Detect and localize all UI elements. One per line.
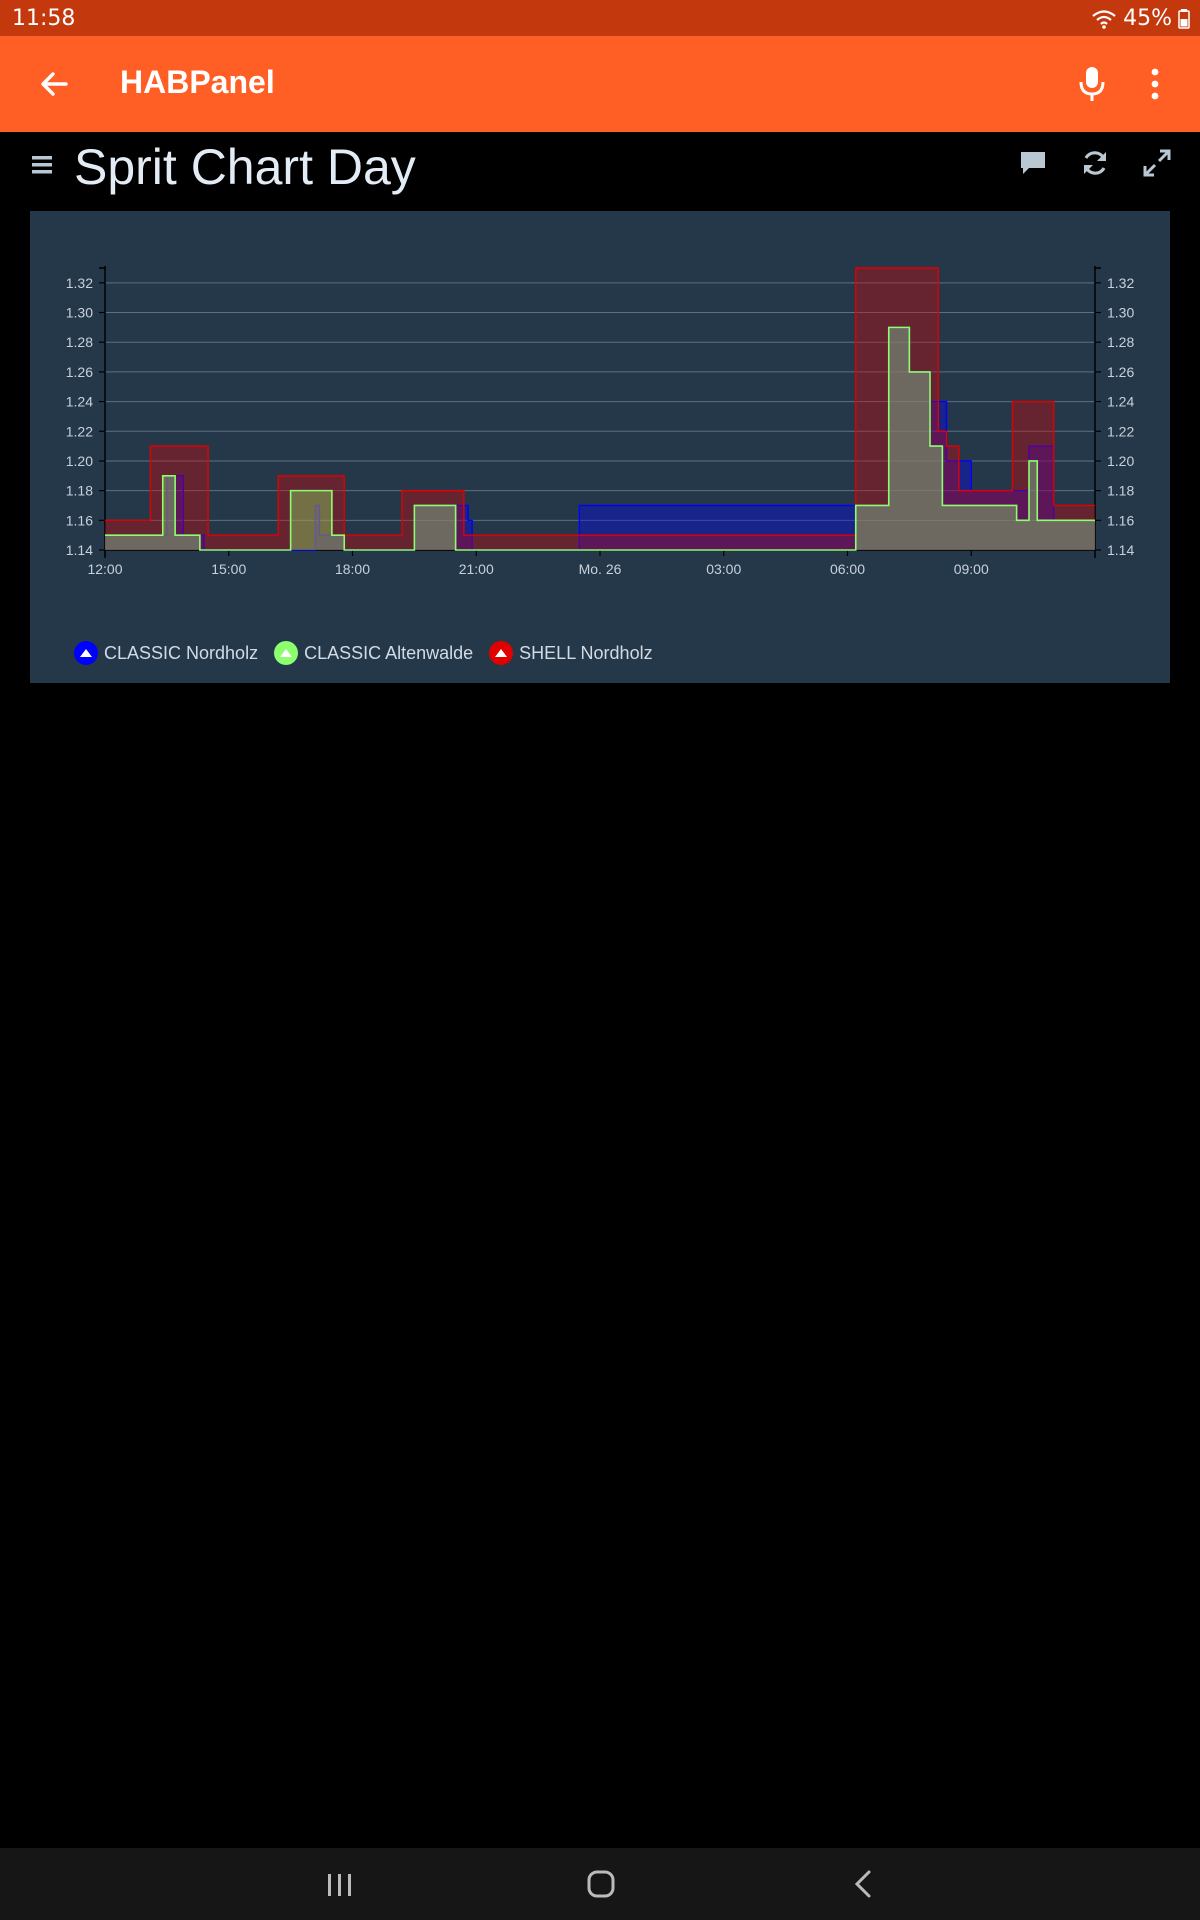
status-bar: 11:58 45% (0, 0, 1200, 36)
y-tick-label: 1.24 (66, 394, 93, 410)
y-tick-label: 1.16 (66, 512, 93, 528)
panel-title: Sprit Chart Day (74, 139, 416, 195)
y-tick-label: 1.30 (66, 305, 93, 321)
x-tick-label: 12:00 (87, 561, 122, 577)
legend-label: CLASSIC Altenwalde (304, 642, 474, 663)
home-icon[interactable] (581, 1866, 621, 1902)
series-line (105, 326, 1095, 551)
legend-label: SHELL Nordholz (519, 642, 653, 663)
legend-swatch-icon (74, 641, 98, 665)
app-bar: HABPanel (0, 36, 1200, 132)
y-tick-label-right: 1.24 (1107, 394, 1134, 410)
y-tick-label-right: 1.18 (1107, 483, 1134, 499)
status-right: 45% (1091, 6, 1190, 31)
x-tick-label: Mo. 26 (579, 561, 622, 577)
y-tick-label: 1.26 (66, 364, 93, 380)
legend-swatch-icon (489, 641, 514, 665)
y-tick-label-right: 1.20 (1107, 453, 1134, 469)
chart-widget: 1.14 1.14 1.16 1.16 1.18 1.18 1.20 1.20 1.22 1.22… (30, 211, 1170, 683)
y-tick-label: 1.14 (66, 542, 93, 558)
series-line (105, 267, 1095, 536)
panel-header: Sprit Chart Day (0, 132, 1200, 210)
more-vertical-icon[interactable] (1140, 66, 1170, 102)
legend-item[interactable]: CLASSIC Nordholz (74, 641, 258, 665)
wifi-icon (1092, 9, 1116, 29)
y-tick-label: 1.32 (66, 275, 93, 291)
legend-swatch-icon (274, 641, 299, 665)
status-time: 11:58 (12, 6, 76, 31)
y-tick-label: 1.20 (66, 453, 93, 469)
y-tick-label: 1.28 (66, 334, 93, 350)
y-tick-label-right: 1.30 (1107, 305, 1134, 321)
arrow-left-icon[interactable] (36, 66, 72, 102)
x-tick-label: 21:00 (459, 561, 494, 577)
series-area (105, 327, 1095, 550)
fullscreen-icon[interactable] (1142, 148, 1172, 178)
y-tick-label-right: 1.32 (1107, 275, 1134, 291)
recent-apps-icon[interactable] (320, 1866, 360, 1902)
x-tick-label: 18:00 (335, 561, 370, 577)
y-tick-label-right: 1.26 (1107, 364, 1134, 380)
refresh-icon[interactable] (1080, 148, 1110, 178)
fuel-price-chart: 1.14 1.14 1.16 1.16 1.18 1.18 1.20 1.20 1.22 1.22… (66, 266, 1134, 577)
x-tick-label: 06:00 (830, 561, 865, 577)
x-tick-label: 15:00 (211, 561, 246, 577)
comment-icon[interactable] (1018, 148, 1048, 178)
battery-percent: 45% (1123, 6, 1172, 31)
legend-item[interactable]: SHELL Nordholz (489, 641, 653, 665)
microphone-icon[interactable] (1074, 64, 1110, 104)
legend-item[interactable]: CLASSIC Altenwalde (274, 641, 473, 665)
app-title: HABPanel (120, 64, 275, 100)
system-nav-bar (0, 1848, 1200, 1920)
nav-back-icon[interactable] (845, 1866, 885, 1902)
y-tick-label-right: 1.28 (1107, 334, 1134, 350)
y-tick-label-right: 1.14 (1107, 542, 1134, 558)
series-area (105, 268, 1095, 550)
battery-icon (1178, 8, 1190, 29)
hamburger-menu-icon[interactable] (30, 152, 54, 178)
y-tick-label-right: 1.16 (1107, 512, 1134, 528)
y-tick-label-right: 1.22 (1107, 423, 1134, 439)
legend-label: CLASSIC Nordholz (104, 642, 259, 663)
y-tick-label: 1.18 (66, 483, 93, 499)
x-tick-label: 09:00 (954, 561, 989, 577)
x-tick-label: 03:00 (706, 561, 741, 577)
chart-legend: CLASSIC Nordholz CLASSIC Altenwalde SHELL … (74, 641, 653, 665)
y-tick-label: 1.22 (66, 423, 93, 439)
